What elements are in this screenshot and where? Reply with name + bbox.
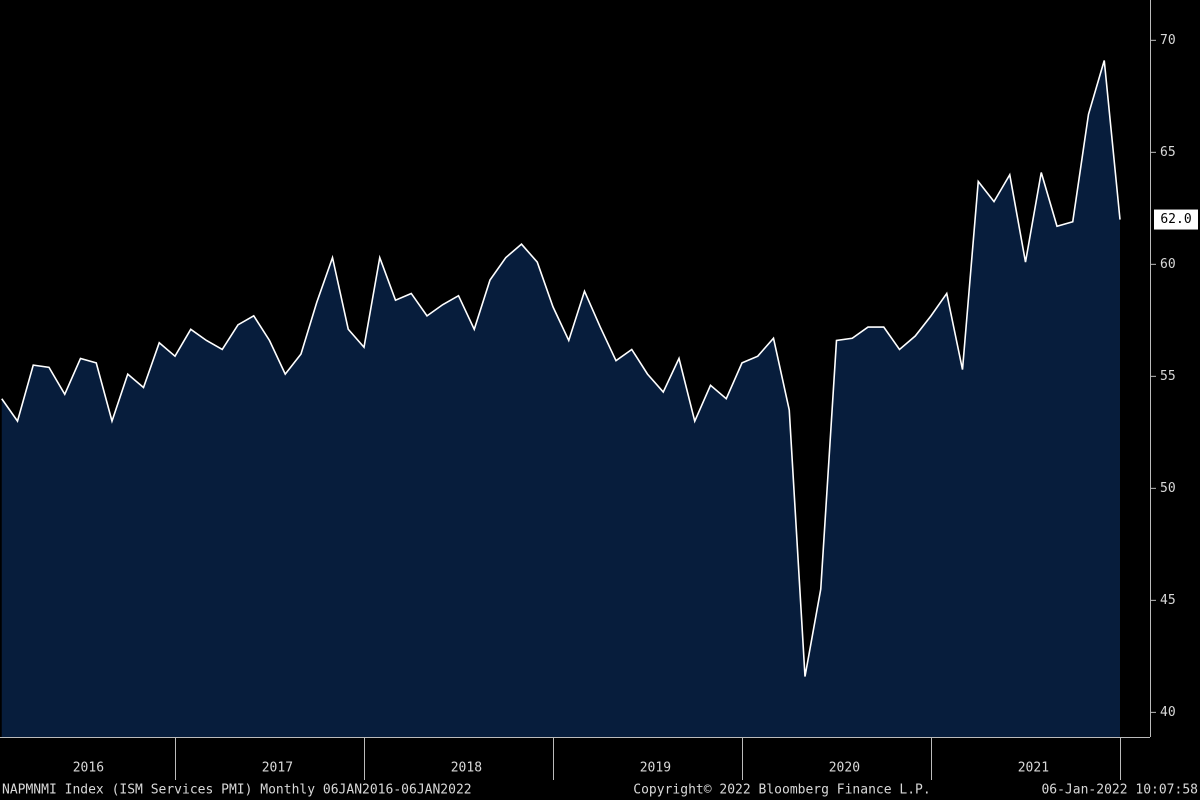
value-label: 62.0 (1160, 212, 1191, 227)
x-tick-label: 2018 (451, 761, 482, 776)
y-tick-label: 45 (1160, 593, 1176, 608)
footer-right: 06-Jan-2022 10:07:58 (1041, 783, 1198, 798)
y-tick-label: 70 (1160, 33, 1176, 48)
x-tick-label: 2016 (73, 761, 104, 776)
value-label-box (1154, 209, 1198, 230)
footer-center: Copyright© 2022 Bloomberg Finance L.P. (633, 783, 930, 798)
x-tick-label: 2019 (640, 761, 671, 776)
x-tick-label: 2021 (1018, 761, 1049, 776)
y-tick-label: 55 (1160, 369, 1176, 384)
y-tick-label: 40 (1160, 705, 1176, 720)
x-tick-label: 2017 (262, 761, 293, 776)
footer-left: NAPMNMI Index (ISM Services PMI) Monthly… (2, 783, 472, 798)
y-tick-label: 60 (1160, 257, 1176, 272)
x-tick-label: 2020 (829, 761, 860, 776)
y-tick-label: 50 (1160, 481, 1176, 496)
y-tick-label: 65 (1160, 145, 1176, 160)
area (1, 60, 1120, 738)
line (1, 60, 1121, 677)
